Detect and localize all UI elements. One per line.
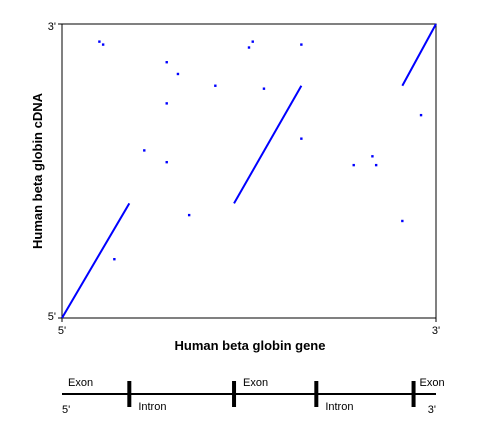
region-boundary-4 <box>411 381 416 407</box>
match-points <box>98 40 423 261</box>
match-point-4 <box>176 72 180 76</box>
gene-map: 5' 3' Exon Intron Exon Intron Exon <box>62 377 445 416</box>
diagonal-segment-1 <box>61 202 131 319</box>
intron-label-4: Intron <box>325 401 353 413</box>
match-point-9 <box>262 87 266 90</box>
match-point-2 <box>101 43 105 46</box>
gene-start-label: 5' <box>62 404 70 416</box>
diagonal-segment-2 <box>233 85 303 204</box>
match-point-16 <box>352 163 355 167</box>
match-point-8 <box>251 40 254 43</box>
y-tick-label-top: 3' <box>48 21 56 33</box>
gene-end-label: 3' <box>428 404 436 416</box>
match-point-19 <box>401 219 404 223</box>
match-point-1 <box>98 40 101 43</box>
exon-label-5: Exon <box>420 377 445 389</box>
match-point-6 <box>214 84 217 87</box>
match-point-7 <box>247 46 251 49</box>
match-point-11 <box>300 137 303 140</box>
y-axis-label: Human beta globin cDNA <box>30 92 45 249</box>
match-point-5 <box>165 102 168 105</box>
diagonal-segment-3 <box>401 23 437 87</box>
region-boundary-1 <box>127 381 132 407</box>
exon-label-3: Exon <box>243 377 268 389</box>
match-point-3 <box>165 61 168 64</box>
diagonal-segments <box>61 23 437 319</box>
match-point-13 <box>165 160 168 164</box>
region-boundary-2 <box>232 381 237 407</box>
match-point-18 <box>374 163 378 167</box>
x-axis-label: Human beta globin gene <box>175 338 326 353</box>
x-tick-label-right: 3' <box>432 325 440 337</box>
match-point-12 <box>143 149 146 152</box>
y-tick-label-bottom: 5' <box>48 311 56 323</box>
match-point-17 <box>371 155 374 158</box>
plot-frame <box>61 23 437 319</box>
plot-area <box>61 23 437 319</box>
region-boundary-3 <box>314 381 319 407</box>
x-tick-label-left: 5' <box>58 325 66 337</box>
match-point-14 <box>187 213 191 217</box>
match-point-10 <box>300 43 303 46</box>
exon-label-1: Exon <box>68 377 93 389</box>
match-point-15 <box>113 258 116 261</box>
axis-ticks <box>58 23 437 322</box>
match-point-20 <box>419 113 423 117</box>
intron-label-2: Intron <box>138 401 166 413</box>
